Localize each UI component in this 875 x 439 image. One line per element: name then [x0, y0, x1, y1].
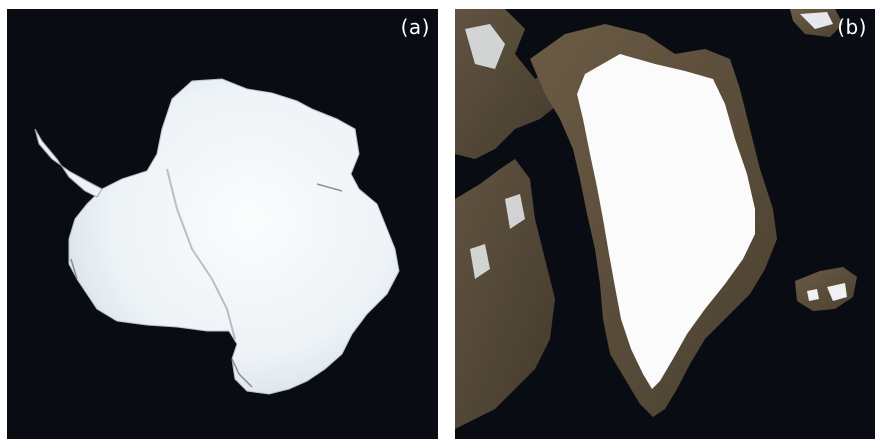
panel-label-b: (b) — [837, 15, 867, 39]
iceland-glacier — [807, 283, 847, 301]
panel-label-a: (a) — [400, 15, 430, 39]
satellite-image-antarctica: (a) — [7, 9, 438, 439]
mountain-ridge — [166, 168, 236, 340]
coastal-rock — [70, 183, 343, 388]
satellite-image-greenland: (b) — [455, 9, 875, 439]
baffin-island — [455, 159, 555, 429]
greenland-landmass — [455, 9, 857, 429]
antarctic-peninsula — [34, 128, 103, 198]
northeast-snow — [800, 12, 833, 29]
greenland-ice-sheet — [577, 54, 755, 389]
ice-sheet — [68, 78, 400, 395]
iceland — [795, 267, 857, 311]
antarctica-landmass — [34, 78, 400, 395]
island-snow — [465, 24, 525, 279]
